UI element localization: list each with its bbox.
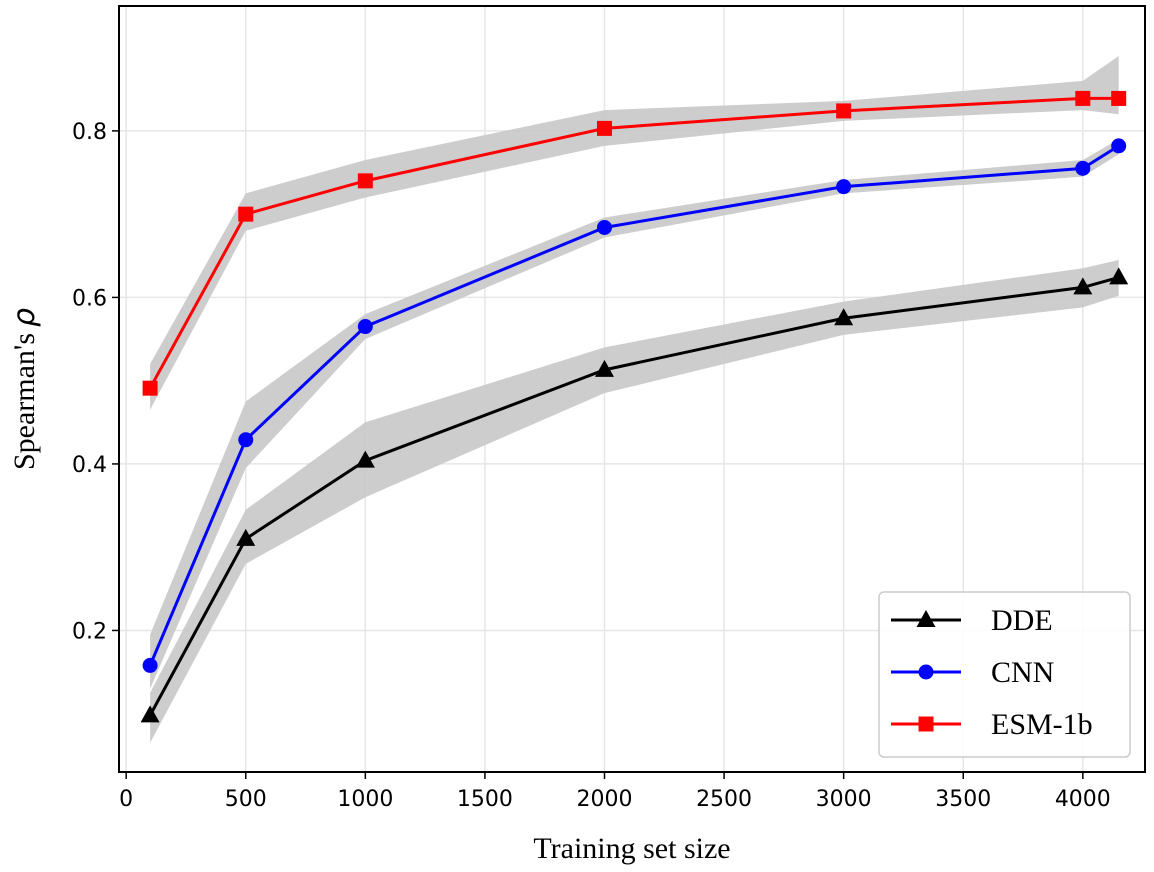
x-tick-label: 2000 [576, 787, 632, 812]
data-point-esm-1b [142, 380, 158, 396]
y-axis-label-text: Spearman's [8, 333, 41, 470]
legend-box [878, 591, 1131, 758]
y-axis-label: Spearman's ρ [7, 308, 42, 470]
x-tick-label: 500 [225, 787, 267, 812]
legend-label: CNN [991, 656, 1054, 689]
data-point-esm-1b [238, 206, 254, 222]
legend-marker [918, 716, 934, 732]
legend-label: ESM-1b [991, 708, 1093, 741]
data-point-dde [1073, 277, 1093, 295]
series-markers [140, 90, 1129, 723]
x-tick-label: 2500 [696, 787, 752, 812]
data-point-esm-1b [1075, 90, 1091, 106]
plot-area-frame [118, 5, 1146, 773]
y-tick-label: 0.6 [72, 286, 107, 311]
data-point-esm-1b [836, 103, 852, 119]
x-tick-label: 3000 [816, 787, 872, 812]
y-tick-label: 0.8 [72, 120, 107, 145]
data-point-dde [355, 450, 375, 468]
y-tick-label: 0.2 [72, 619, 107, 644]
data-point-cnn [596, 219, 612, 235]
data-point-dde [236, 528, 256, 546]
data-point-cnn [836, 179, 852, 195]
legend: DDE CNN ESM-1b [878, 591, 1131, 758]
x-tick-label: 3500 [935, 787, 991, 812]
data-point-dde [594, 359, 614, 377]
legend-label: DDE [991, 604, 1053, 637]
data-point-esm-1b [357, 173, 373, 189]
x-tick-label: 1000 [337, 787, 393, 812]
data-point-esm-1b [1111, 90, 1127, 106]
x-tick-label: 1500 [457, 787, 513, 812]
data-point-dde [1109, 267, 1129, 285]
data-point-cnn [142, 657, 158, 673]
x-axis-label: Training set size [533, 832, 730, 865]
y-tick-label: 0.4 [72, 453, 107, 478]
x-tick-label: 4000 [1055, 787, 1111, 812]
data-point-cnn [1111, 138, 1127, 154]
data-point-cnn [357, 319, 373, 335]
y-axis-ticks: 0.2 0.4 0.6 0.8 [72, 120, 119, 644]
data-point-dde [140, 705, 160, 723]
legend-marker [916, 610, 936, 627]
x-tick-label: 0 [119, 787, 133, 812]
confidence-band-dde [150, 259, 1119, 743]
data-point-cnn [1075, 160, 1091, 176]
y-axis-label-symbol: ρ [7, 308, 42, 327]
data-point-esm-1b [596, 120, 612, 136]
data-point-cnn [238, 432, 254, 448]
legend-marker [918, 664, 934, 680]
data-point-dde [834, 308, 854, 326]
x-axis-ticks: 0 500 1000 1500 2000 2500 3000 3500 4000 [119, 772, 1111, 812]
